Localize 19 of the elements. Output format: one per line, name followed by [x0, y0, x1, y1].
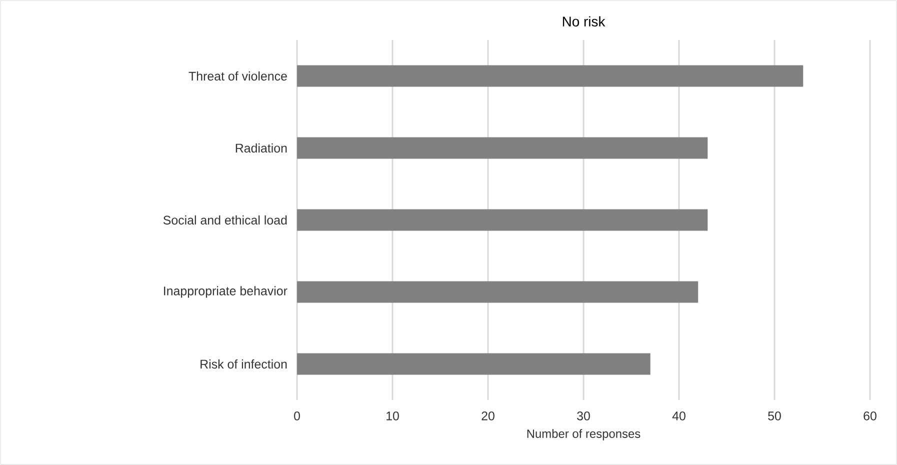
y-tick-label: Inappropriate behavior [164, 286, 288, 298]
x-tick-label: 50 [768, 412, 781, 420]
bar [297, 281, 698, 303]
y-tick-label: Social and ethical load [163, 215, 287, 225]
bar [297, 137, 708, 159]
y-tick-label: Radiation [236, 143, 287, 153]
bar [297, 209, 708, 231]
x-tick-label: 0 [294, 412, 300, 420]
y-tick-label: Risk of infection [200, 359, 287, 369]
chart-title: No risk [562, 16, 606, 26]
x-tick-label: 40 [672, 412, 686, 420]
bar [297, 353, 650, 375]
bar [297, 65, 804, 87]
y-tick-label: Threat of violence [188, 71, 287, 81]
x-tick-label: 20 [482, 412, 494, 420]
x-tick-label: 30 [577, 412, 590, 420]
x-tick-label: 60 [864, 412, 876, 420]
x-tick-label: 10 [386, 412, 399, 420]
x-axis-title: Number of responses [527, 429, 640, 440]
